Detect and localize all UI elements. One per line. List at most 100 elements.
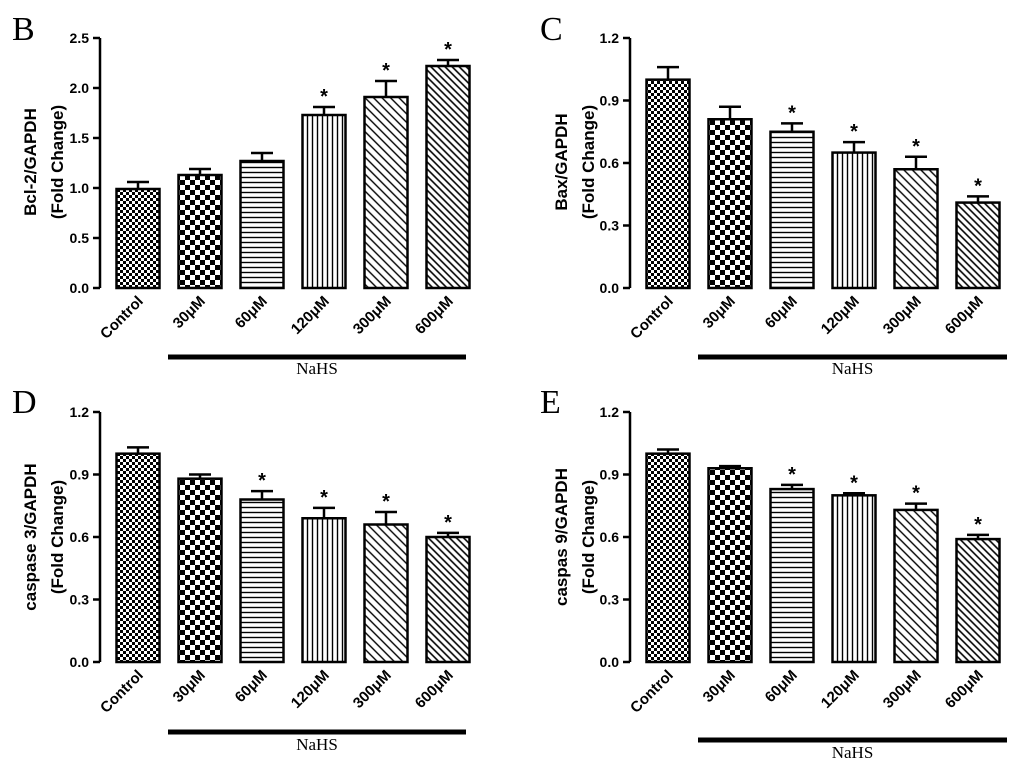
x-tick-label: 300μM xyxy=(880,293,925,338)
significance-mark: * xyxy=(912,136,920,158)
x-tick-label: 30μM xyxy=(170,667,209,706)
bar-0 xyxy=(115,187,161,290)
significance-mark: * xyxy=(320,86,328,108)
bar-4 xyxy=(363,95,409,290)
y-tick-label: 2.0 xyxy=(70,80,90,96)
x-tick-label: 600μM xyxy=(412,667,457,712)
bar-0 xyxy=(645,78,691,290)
group-bracket xyxy=(168,729,466,735)
group-bracket xyxy=(698,737,1007,743)
y-tick-label: 1.5 xyxy=(70,130,90,146)
y-tick-label: 0.6 xyxy=(600,155,620,171)
x-tick-label: 60μM xyxy=(232,667,271,706)
x-tick-label: 300μM xyxy=(880,667,925,712)
y-tick-label: 1.2 xyxy=(600,404,620,420)
y-tick-label: 1.0 xyxy=(70,180,90,196)
bar-4 xyxy=(893,508,939,664)
y-tick-label: 0.9 xyxy=(600,467,620,483)
x-tick-label: 30μM xyxy=(700,667,739,706)
panel-bcl2: B Bcl-2/GAPDH (Fold Change) 0.0 0.5 1.0 1.5 2.0… xyxy=(12,11,471,378)
y-tick-label: 0.0 xyxy=(70,654,90,670)
bar-5 xyxy=(955,537,1001,664)
x-tick-label: 120μM xyxy=(288,667,333,712)
y-tick-label: 0.0 xyxy=(600,654,620,670)
x-tick-label: 120μM xyxy=(818,293,863,338)
x-tick-label: 60μM xyxy=(762,667,801,706)
y-axis-label-units: (Fold Change) xyxy=(579,480,598,594)
y-axis-label-units: (Fold Change) xyxy=(579,105,598,219)
bar-3 xyxy=(831,494,877,664)
bar-1 xyxy=(707,118,753,290)
group-label: NaHS xyxy=(296,359,338,378)
panel-letter: B xyxy=(12,11,35,48)
y-tick-label: 0.9 xyxy=(70,467,90,483)
x-tick-label: 120μM xyxy=(818,667,863,712)
significance-mark: * xyxy=(974,175,982,197)
bar-3 xyxy=(301,113,347,290)
significance-mark: * xyxy=(382,491,390,513)
group-label: NaHS xyxy=(832,359,874,378)
y-tick-label: 0.6 xyxy=(70,529,90,545)
bar-5 xyxy=(425,64,471,290)
bar-1 xyxy=(707,467,753,664)
bar-0 xyxy=(115,452,161,664)
x-tick-label: Control xyxy=(627,293,677,343)
panel-letter: C xyxy=(540,11,563,48)
x-tick-label: 300μM xyxy=(350,293,395,338)
bar-2 xyxy=(769,130,815,290)
y-tick-label: 2.5 xyxy=(70,30,90,46)
x-tick-label: 60μM xyxy=(762,293,801,332)
panel-bax: C Bax/GAPDH (Fold Change) 0.0 0.3 0.6 0.9 1.2 Co… xyxy=(540,11,1007,378)
y-tick-label: 0.6 xyxy=(600,529,620,545)
x-tick-label: 600μM xyxy=(412,293,457,338)
group-label: NaHS xyxy=(296,735,338,754)
bar-2 xyxy=(769,487,815,664)
bar-0 xyxy=(645,452,691,664)
y-tick-label: 0.5 xyxy=(70,230,90,246)
bar-1 xyxy=(177,173,223,290)
y-tick-label: 1.2 xyxy=(600,30,620,46)
bar-4 xyxy=(893,168,939,290)
group-bracket xyxy=(168,354,466,360)
x-tick-label: Control xyxy=(97,667,147,717)
significance-mark: * xyxy=(444,39,452,61)
bar-2 xyxy=(239,159,285,290)
bar-2 xyxy=(239,498,285,664)
group-label: NaHS xyxy=(832,743,874,762)
x-tick-label: 600μM xyxy=(942,293,987,338)
group-bracket xyxy=(698,354,1007,360)
significance-mark: * xyxy=(320,487,328,509)
significance-mark: * xyxy=(912,483,920,505)
bar-3 xyxy=(831,151,877,290)
panel-letter: D xyxy=(12,384,37,421)
panel-letter: E xyxy=(540,384,561,421)
x-tick-label: 600μM xyxy=(942,667,987,712)
significance-mark: * xyxy=(444,512,452,534)
bar-5 xyxy=(425,535,471,664)
y-axis-label: caspas 9/GAPDH xyxy=(552,468,571,606)
significance-mark: * xyxy=(850,121,858,143)
bar-4 xyxy=(363,523,409,664)
x-tick-label: 30μM xyxy=(170,293,209,332)
significance-mark: * xyxy=(258,470,266,492)
y-tick-label: 0.3 xyxy=(600,592,620,608)
bar-5 xyxy=(955,201,1001,290)
y-axis-label-units: (Fold Change) xyxy=(48,480,67,594)
bar-3 xyxy=(301,517,347,664)
y-tick-label: 0.9 xyxy=(600,93,620,109)
x-tick-label: 120μM xyxy=(288,293,333,338)
x-tick-label: 30μM xyxy=(700,293,739,332)
y-tick-label: 0.3 xyxy=(600,218,620,234)
significance-mark: * xyxy=(850,472,858,494)
significance-mark: * xyxy=(788,102,796,124)
y-axis-label: Bcl-2/GAPDH xyxy=(21,108,40,216)
y-tick-label: 0.0 xyxy=(600,280,620,296)
y-tick-label: 1.2 xyxy=(70,404,90,420)
y-axis-label: caspase 3/GAPDH xyxy=(21,463,40,610)
bar-1 xyxy=(177,477,223,664)
significance-mark: * xyxy=(974,514,982,536)
significance-mark: * xyxy=(788,464,796,486)
